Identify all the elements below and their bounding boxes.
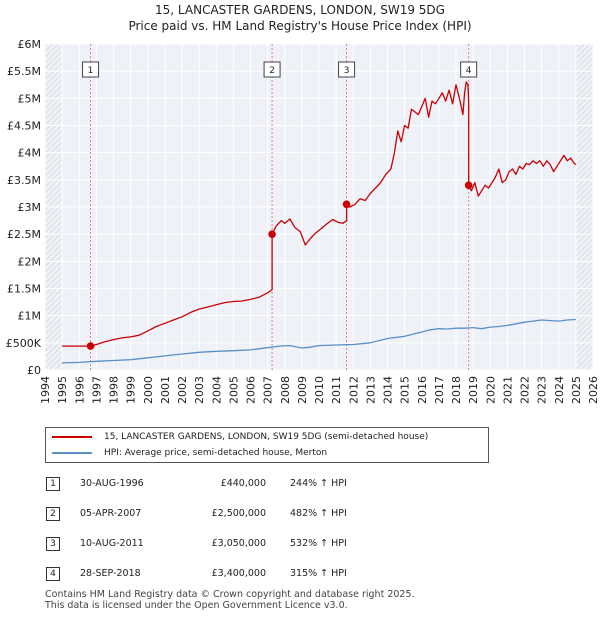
y-tick-label: £5M	[18, 92, 42, 105]
table-row: 4 28-SEP-2018 £3,400,000 315% ↑ HPI	[46, 567, 386, 583]
transaction-date: 05-APR-2007	[80, 508, 142, 519]
transaction-label: 2	[269, 66, 275, 76]
x-tick-label: 2012	[347, 376, 360, 404]
x-tick-label: 2015	[399, 376, 412, 404]
footer-copyright: Contains HM Land Registry data © Crown c…	[45, 589, 415, 600]
legend-item-hpi: HPI: Average price, semi-detached house,…	[52, 446, 327, 460]
x-tick-label: 2011	[330, 376, 343, 404]
y-tick-label: £4.5M	[7, 120, 41, 133]
transaction-hpi: 482% ↑ HPI	[290, 508, 347, 519]
x-tick-label: 2009	[296, 376, 309, 404]
y-tick-label: £1.5M	[7, 283, 41, 296]
x-tick-label: 2013	[364, 376, 377, 404]
x-tick-label: 2023	[536, 376, 549, 404]
sale-point	[464, 181, 473, 190]
y-tick-label: £2.5M	[7, 228, 41, 241]
x-tick-label: 2007	[262, 376, 275, 404]
legend-swatch-red	[52, 436, 92, 438]
y-tick-label: £0	[27, 364, 41, 377]
y-tick-label: £6M	[18, 38, 42, 51]
transaction-date: 10-AUG-2011	[80, 538, 144, 549]
sale-point	[86, 342, 95, 350]
x-tick-label: 1997	[90, 376, 103, 404]
x-tick-label: 2018	[450, 376, 463, 404]
transaction-label-box	[82, 61, 100, 78]
x-tick-label: 2006	[245, 376, 258, 404]
x-tick-label: 2019	[467, 376, 480, 404]
y-tick-label: £5.5M	[7, 65, 41, 78]
transaction-label-box	[460, 61, 478, 78]
transaction-hpi: 532% ↑ HPI	[290, 538, 347, 549]
transaction-number: 4	[46, 567, 60, 581]
hpi-series-line	[62, 318, 576, 364]
y-tick-label: £2M	[18, 255, 42, 268]
x-tick-label: 1994	[39, 376, 52, 404]
x-tick-label: 2022	[519, 376, 532, 404]
legend: 15, LANCASTER GARDENS, LONDON, SW19 5DG …	[45, 427, 489, 463]
x-tick-label: 1995	[56, 376, 69, 404]
transaction-price: £440,000	[220, 478, 266, 489]
footer-licence: This data is licensed under the Open Gov…	[45, 600, 348, 611]
x-tick-label: 2016	[416, 376, 429, 404]
transaction-label: 4	[466, 66, 472, 76]
x-tick-label: 1998	[108, 376, 121, 404]
y-tick-label: £1M	[18, 310, 42, 323]
y-tick-label: £3M	[18, 201, 42, 214]
chart-title: 15, LANCASTER GARDENS, LONDON, SW19 5DG	[155, 3, 445, 17]
transaction-date: 30-AUG-1996	[80, 478, 144, 489]
x-tick-label: 2008	[279, 376, 292, 404]
table-row: 1 30-AUG-1996 £440,000 244% ↑ HPI	[46, 477, 386, 493]
y-tick-label: £4M	[18, 147, 42, 160]
transaction-hpi: 315% ↑ HPI	[290, 568, 347, 579]
transaction-label: 1	[88, 66, 94, 76]
transaction-label-box	[338, 61, 356, 78]
x-tick-label: 2005	[227, 376, 240, 404]
transaction-price: £3,400,000	[211, 568, 266, 579]
transaction-number: 3	[46, 537, 60, 551]
x-tick-label: 2014	[382, 376, 395, 404]
legend-label-property: 15, LANCASTER GARDENS, LONDON, SW19 5DG …	[104, 432, 429, 442]
transaction-label: 3	[344, 66, 350, 76]
legend-label-hpi: HPI: Average price, semi-detached house,…	[104, 448, 328, 458]
x-tick-label: 2021	[501, 376, 514, 404]
footer: Contains HM Land Registry data © Crown c…	[45, 589, 415, 611]
chart-subtitle: Price paid vs. HM Land Registry's House …	[128, 19, 472, 33]
transaction-price: £3,050,000	[211, 538, 266, 549]
x-tick-label: 2017	[433, 376, 446, 404]
sale-point	[342, 200, 351, 209]
legend-item-property: 15, LANCASTER GARDENS, LONDON, SW19 5DG …	[52, 430, 428, 444]
y-tick-label: £3.5M	[7, 174, 41, 187]
x-tick-label: 2003	[193, 376, 206, 404]
x-tick-label: 2025	[570, 376, 583, 404]
x-tick-label: 2020	[484, 376, 497, 404]
property-series-line	[62, 81, 577, 347]
y-tick-label: £500K	[6, 337, 42, 350]
x-tick-label: 2000	[142, 376, 155, 404]
x-tick-label: 1999	[125, 376, 138, 404]
price-chart: 1 2 3 4 £0 £500K £1M £1.5M £2M £2.5M £3M £3.5M £4M £…	[6, 38, 600, 404]
x-tick-label: 1996	[73, 376, 86, 404]
table-row: 2 05-APR-2007 £2,500,000 482% ↑ HPI	[46, 507, 386, 523]
table-row: 3 10-AUG-2011 £3,050,000 532% ↑ HPI	[46, 537, 386, 553]
transaction-label-box	[263, 61, 281, 78]
x-tick-label: 2004	[210, 376, 223, 404]
transaction-date: 28-SEP-2018	[80, 568, 141, 579]
x-tick-label: 2001	[159, 376, 172, 404]
x-tick-label: 2010	[313, 376, 326, 404]
legend-swatch-blue	[52, 452, 92, 454]
transaction-number: 2	[46, 507, 60, 521]
x-tick-label: 2002	[176, 376, 189, 404]
x-tick-label: 2024	[553, 376, 566, 404]
sale-point	[268, 230, 276, 238]
transaction-price: £2,500,000	[211, 508, 266, 519]
x-tick-label: 2026	[587, 376, 600, 404]
transaction-number: 1	[46, 477, 60, 491]
transaction-hpi: 244% ↑ HPI	[290, 478, 347, 489]
